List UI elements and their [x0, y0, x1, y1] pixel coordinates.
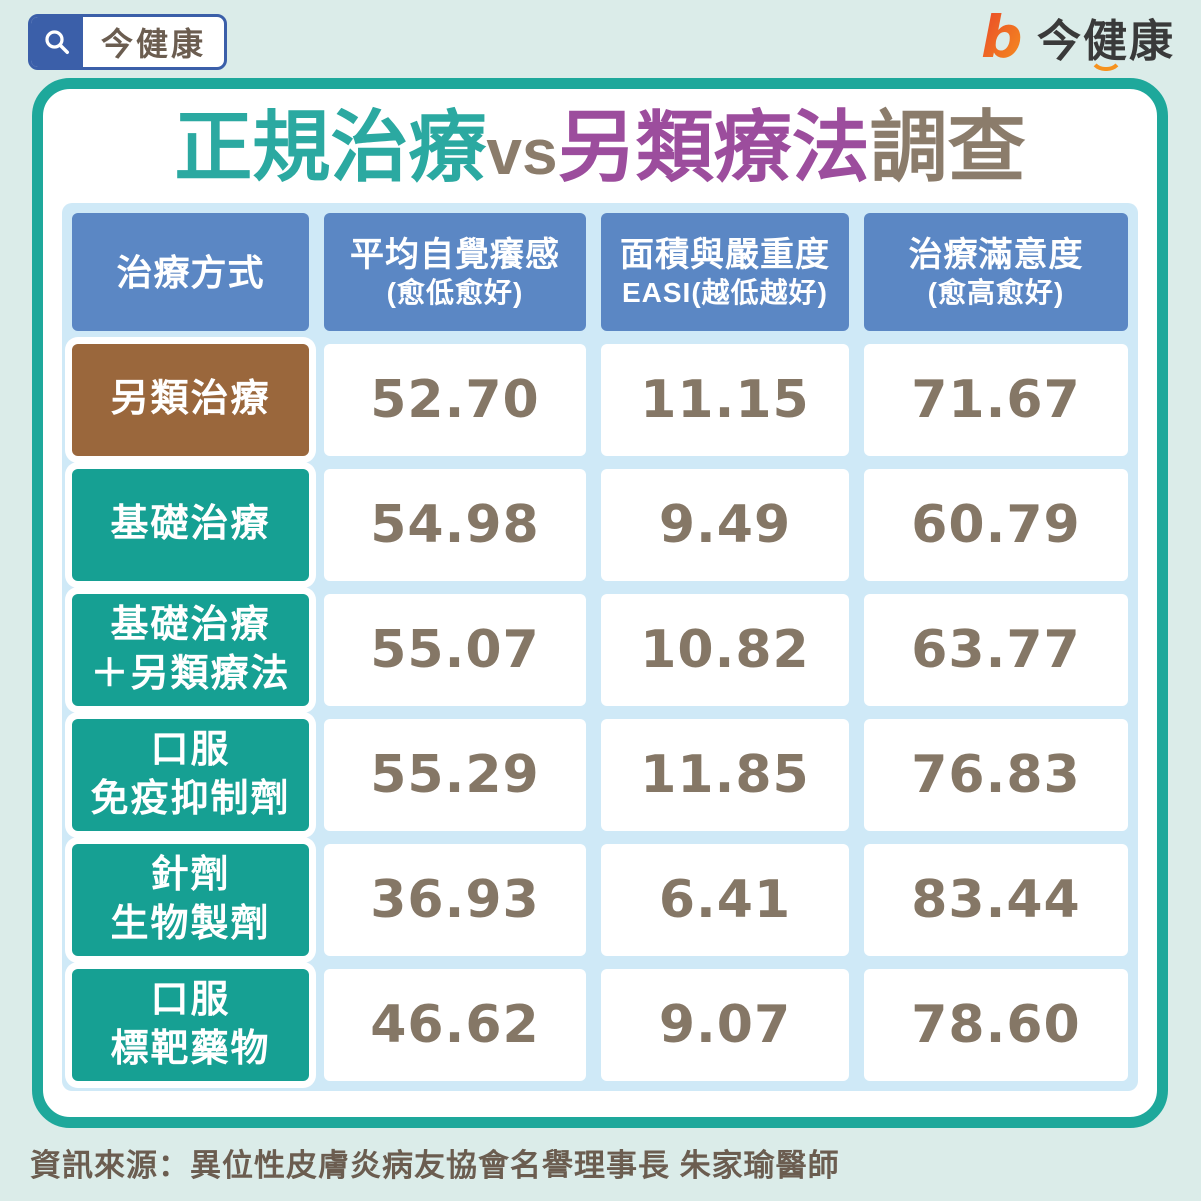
row-label-line2: 生物製劑 [110, 903, 271, 945]
title-regular-treatment: 正規治療 [174, 103, 487, 191]
value-cell-r4-c0: 36.93 [324, 844, 586, 956]
column-header-0: 治療方式 [72, 213, 309, 331]
row-label-1: 基礎治療 [72, 469, 309, 581]
value-cell-r0-c0: 52.70 [324, 344, 586, 456]
row-label-5: 口服 標靶藥物 [72, 969, 309, 1081]
svg-text:b: b [981, 7, 1023, 67]
value-cell-r1-c1: 9.49 [601, 469, 849, 581]
row-label-line1: 基礎治療 [110, 503, 271, 546]
title-vs: vs [486, 116, 558, 188]
row-label-2: 基礎治療 ＋另類療法 [72, 594, 309, 706]
column-header-main: 治療滿意度 [908, 235, 1084, 274]
comparison-table: 治療方式 平均自覺癢感 (愈低愈好) 面積與嚴重度 EASI(越低越好) 治療滿意度 (愈高… [62, 203, 1138, 1091]
title-alternative-therapy: 另類療法 [557, 103, 870, 191]
column-header-1: 平均自覺癢感 (愈低愈好) [324, 213, 586, 331]
value-cell-r3-c0: 55.29 [324, 719, 586, 831]
row-label-4: 針劑 生物製劑 [72, 844, 309, 956]
row-label-0: 另類治療 [72, 344, 309, 456]
value-cell-r0-c2: 71.67 [864, 344, 1128, 456]
value-cell-r2-c2: 63.77 [864, 594, 1128, 706]
page-title: 正規治療vs另類療法調查 [43, 103, 1157, 195]
value-cell-r0-c1: 11.15 [601, 344, 849, 456]
column-header-main: 面積與嚴重度 [620, 235, 830, 274]
brand-name-text: 今健康 [1037, 17, 1175, 66]
row-label-line1: 基礎治療 [110, 603, 271, 646]
value-cell-r3-c1: 11.85 [601, 719, 849, 831]
source-attribution: 資訊來源：異位性皮膚炎病友協會名譽理事長 朱家瑜醫師 [30, 1148, 840, 1183]
value-cell-r3-c2: 76.83 [864, 719, 1128, 831]
row-label-line1: 另類治療 [110, 378, 271, 421]
row-label-line2: ＋另類療法 [90, 653, 291, 695]
row-label-line2: 免疫抑制劑 [90, 778, 291, 820]
row-label-3: 口服 免疫抑制劑 [72, 719, 309, 831]
brand-logo: b 今健康 [979, 5, 1175, 71]
title-survey: 調查 [869, 103, 1026, 191]
value-cell-r1-c2: 60.79 [864, 469, 1128, 581]
search-logo-label: 今健康 [101, 26, 207, 62]
value-cell-r5-c2: 78.60 [864, 969, 1128, 1081]
search-icon [31, 17, 83, 67]
column-header-sub: (愈低愈好) [386, 277, 524, 309]
brand-b-icon: b [981, 7, 1023, 67]
column-header-sub: (愈高愈好) [927, 277, 1065, 309]
value-cell-r1-c0: 54.98 [324, 469, 586, 581]
column-header-2: 面積與嚴重度 EASI(越低越好) [601, 213, 849, 331]
value-cell-r2-c0: 55.07 [324, 594, 586, 706]
column-header-main: 治療方式 [116, 251, 265, 293]
row-label-line1: 口服 [150, 978, 231, 1021]
row-label-line1: 針劑 [150, 853, 231, 896]
value-cell-r5-c1: 9.07 [601, 969, 849, 1081]
row-label-line1: 口服 [150, 728, 231, 771]
value-cell-r4-c2: 83.44 [864, 844, 1128, 956]
column-header-main: 平均自覺癢感 [350, 235, 560, 274]
column-header-3: 治療滿意度 (愈高愈好) [864, 213, 1128, 331]
brand-name: 今健康 [1037, 5, 1175, 71]
row-label-line2: 標靶藥物 [110, 1028, 271, 1070]
value-cell-r4-c1: 6.41 [601, 844, 849, 956]
site-search-logo: 今健康 [28, 14, 228, 70]
main-card: 正規治療vs另類療法調查 治療方式 平均自覺癢感 (愈低愈好) 面積與嚴重度 EASI(… [32, 78, 1168, 1128]
brand-smile-accent-icon [1089, 55, 1123, 71]
value-cell-r2-c1: 10.82 [601, 594, 849, 706]
value-cell-r5-c0: 46.62 [324, 969, 586, 1081]
column-header-sub: EASI(越低越好) [621, 277, 828, 309]
